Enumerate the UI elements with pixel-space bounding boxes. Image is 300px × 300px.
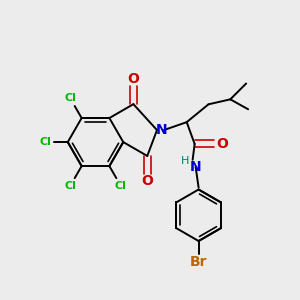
Text: Cl: Cl xyxy=(115,181,127,191)
Text: H: H xyxy=(181,156,189,166)
Text: N: N xyxy=(156,123,168,137)
Text: Br: Br xyxy=(190,255,207,269)
Text: Cl: Cl xyxy=(64,181,76,191)
Text: Cl: Cl xyxy=(39,137,51,147)
Text: O: O xyxy=(216,137,228,151)
Text: N: N xyxy=(190,160,201,174)
Text: O: O xyxy=(128,72,139,86)
Text: O: O xyxy=(141,174,153,188)
Text: Cl: Cl xyxy=(64,93,76,103)
